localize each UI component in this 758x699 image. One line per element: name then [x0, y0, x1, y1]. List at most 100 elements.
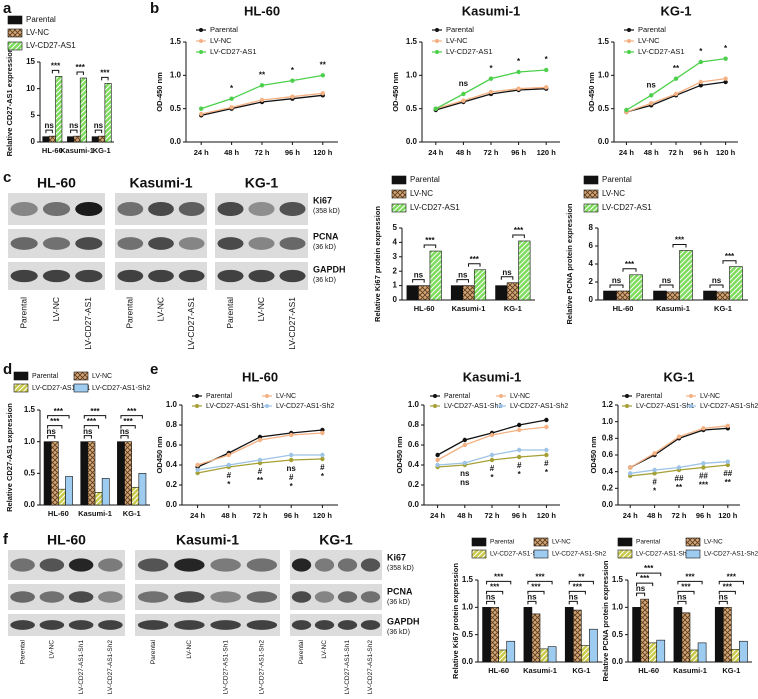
x-tick-label: 96 h [284, 511, 299, 520]
point [489, 457, 495, 463]
y-axis-title: OD-450 nm [391, 72, 400, 112]
point [544, 452, 549, 458]
x-tick-label: 24 h [430, 511, 445, 520]
significance-label: *** [127, 407, 137, 416]
significance-label: ns [94, 121, 104, 130]
blot-band [314, 558, 335, 572]
significance-label: ns [83, 427, 93, 436]
point [195, 467, 200, 473]
bar [418, 285, 431, 301]
protein-size: (36 kD) [387, 629, 410, 636]
blot-title: KG-1 [245, 175, 279, 191]
x-tick-label: HL-60 [638, 666, 659, 675]
x-tick-label: 72 h [668, 148, 683, 157]
x-tick-label: Kasumi-1 [78, 509, 112, 518]
y-tick-label: 1.0 [598, 70, 610, 79]
point [701, 465, 706, 470]
bar [98, 135, 106, 143]
legend-marker [265, 394, 269, 398]
point [229, 105, 234, 110]
point [320, 452, 325, 458]
point [723, 76, 728, 81]
significance-label: ** [257, 476, 264, 485]
significance-bracket [45, 129, 53, 134]
blot-background [290, 614, 382, 636]
legend-label: Parental [490, 539, 515, 546]
panel-letter: b [150, 0, 159, 17]
bar [67, 136, 75, 143]
bar [632, 607, 641, 663]
significance-label: ns [636, 584, 646, 593]
blot-band [68, 591, 94, 603]
blot-band [360, 558, 381, 572]
bar [482, 607, 491, 663]
point [320, 430, 325, 436]
significance-bracket [622, 268, 637, 272]
y-tick-label: 0.8 [408, 420, 420, 429]
blot-band [217, 201, 244, 217]
blot-title: KG-1 [319, 532, 353, 548]
blot-title: Kasumi-1 [129, 175, 192, 191]
significance-label: ns [486, 592, 496, 601]
lane-label: LV-NC [186, 640, 193, 659]
significance-label: *** [425, 236, 435, 245]
significance-bracket [500, 276, 514, 280]
lane-label: LV-CD27-AS1-Sh2 [107, 640, 114, 694]
significance-label: * [545, 55, 549, 64]
y-tick-label: 1.5 [406, 37, 418, 46]
x-tick-label: Kasumi-1 [656, 304, 690, 313]
significance-bracket [677, 580, 703, 585]
chart-title: KG-1 [663, 369, 694, 384]
point [462, 437, 467, 443]
legend-swatch [391, 203, 407, 213]
significance-label: ## [675, 474, 684, 483]
legend-label: LV-NC [92, 373, 112, 380]
legend-label: LV-CD27-AS1 [446, 47, 493, 56]
point [544, 67, 549, 73]
bar [65, 476, 73, 506]
point [289, 432, 294, 438]
blot-band [39, 558, 65, 572]
bar [714, 607, 724, 663]
x-tick-label: 72 h [483, 148, 498, 157]
y-tick-label: 0.0 [462, 657, 474, 666]
y-tick-label: 1.0 [462, 602, 474, 611]
legend-label: LV-CD27-AS1-Sh1 [490, 551, 544, 558]
significance-label: * [518, 470, 522, 479]
x-tick-label: KG-1 [714, 304, 732, 313]
significance-label: *** [490, 582, 500, 591]
bar [50, 441, 59, 506]
point [649, 101, 654, 106]
significance-label: # [544, 459, 549, 468]
blot-band [10, 237, 38, 250]
significance-label: *** [727, 572, 737, 581]
bar [581, 645, 590, 663]
significance-label: # [517, 461, 522, 470]
legend-marker [433, 394, 437, 398]
point [628, 471, 633, 476]
significance-label: *** [90, 407, 100, 416]
y-tick-label: 1.5 [170, 37, 182, 46]
y-tick-label: 0.5 [462, 630, 474, 639]
blot-band [137, 620, 169, 630]
bar [79, 77, 87, 143]
bar [91, 136, 99, 143]
point [516, 69, 521, 75]
significance-label: * [227, 480, 231, 489]
legend-marker [627, 28, 631, 32]
point [229, 96, 234, 101]
legend-label: LV-NC [26, 28, 49, 37]
legend-swatch [391, 175, 407, 185]
significance-label: ns [527, 592, 537, 601]
legend-label: LV-CD27-AS1-Sh2 [704, 551, 758, 558]
y-axis-title: Relative CD27-AS1 expression [5, 403, 14, 512]
legend-swatch [583, 175, 599, 185]
blot-band [117, 237, 144, 250]
bar [58, 488, 66, 506]
y-axis-title: OD450 nm [155, 436, 164, 473]
lane-label: Parental [19, 639, 26, 664]
y-tick-label: 0.6 [408, 440, 420, 449]
significance-label: * [489, 64, 493, 73]
series-line [437, 449, 547, 466]
significance-bracket [51, 69, 60, 74]
